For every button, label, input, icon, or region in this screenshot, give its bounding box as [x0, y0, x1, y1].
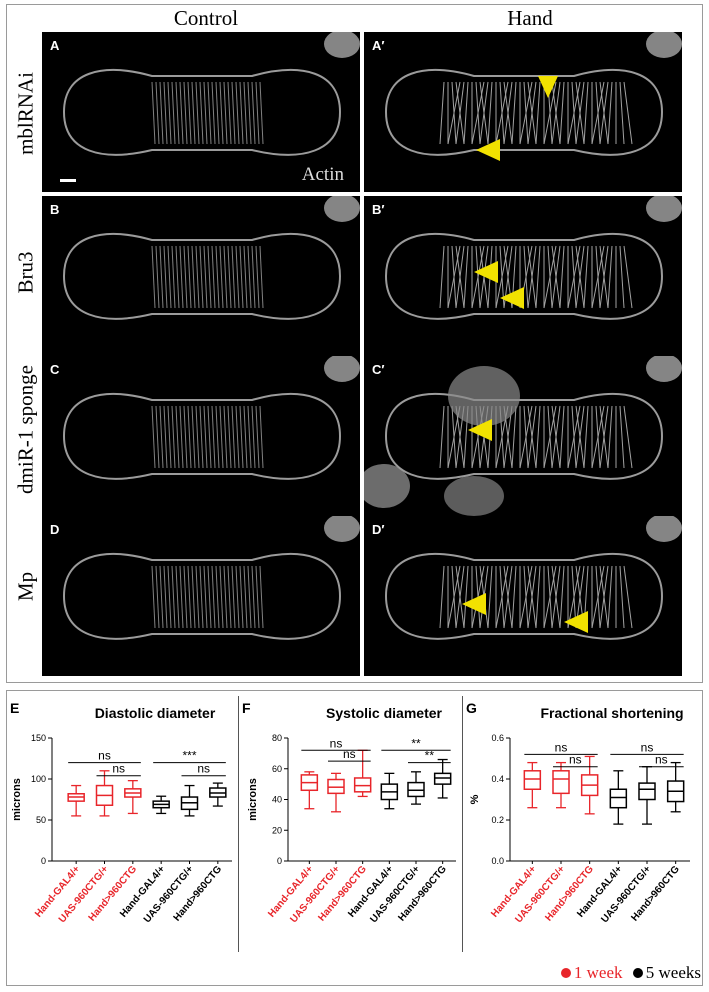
micrograph-panel: C — [42, 356, 360, 516]
significance-label: ns — [343, 747, 356, 761]
y-axis-label: microns — [247, 778, 259, 821]
micrograph-panel: C′ — [364, 356, 682, 516]
y-tick-label: 60 — [272, 764, 282, 774]
column-header-hand: Hand — [507, 6, 553, 30]
significance-label: ns — [569, 753, 582, 767]
box — [638, 782, 656, 801]
legend-dot-1-week — [560, 968, 571, 979]
significance-label: ns — [655, 753, 668, 767]
y-axis-label: microns — [11, 778, 23, 821]
y-tick-label: 40 — [272, 795, 282, 805]
panel-letter: B — [50, 202, 60, 217]
stain-label: Actin — [301, 164, 344, 185]
x-tick-label: UAS-960CTG/+ — [142, 864, 196, 925]
heart-tube-image — [384, 516, 682, 640]
micrograph-panel: D — [42, 516, 360, 676]
arrowhead-marker — [538, 76, 558, 98]
chart-divider — [462, 696, 463, 952]
arrowhead-marker — [474, 261, 498, 283]
significance-label: ns — [330, 736, 343, 750]
y-tick-label: 20 — [272, 825, 282, 835]
arrowhead-marker — [500, 287, 524, 309]
legend-label-5-weeks: 5 weeks — [645, 963, 701, 983]
y-tick-label: 0 — [277, 856, 282, 866]
y-tick-label: 0.0 — [491, 856, 504, 866]
box — [327, 778, 345, 795]
significance-label: ns — [98, 749, 111, 763]
panel-letter: C′ — [372, 362, 385, 377]
heart-tube-image — [62, 32, 360, 156]
heart-tube-image — [62, 356, 360, 480]
legend-label-1-week: 1 week — [573, 963, 623, 983]
significance-label: ** — [425, 749, 435, 763]
micrograph-panel: D′ — [364, 516, 682, 676]
chart-title: Systolic diameter — [326, 705, 442, 721]
heart-tube-image — [384, 32, 682, 161]
scale-bar — [60, 179, 76, 182]
box — [353, 777, 372, 793]
chart-panel-letter: E — [10, 700, 19, 716]
significance-label: ns — [641, 740, 654, 754]
y-tick-label: 0.4 — [491, 774, 504, 784]
box — [552, 770, 570, 795]
column-header-control: Control — [173, 6, 239, 30]
significance-label: ** — [411, 736, 421, 750]
y-tick-label: 100 — [31, 774, 46, 784]
heart-tube-image — [364, 356, 682, 516]
arrowhead-marker — [468, 419, 492, 441]
box — [609, 788, 628, 809]
micrograph-panel: A′ — [364, 32, 682, 192]
box — [523, 770, 542, 790]
panel-letter: D′ — [372, 522, 385, 537]
heart-tube-image — [384, 196, 682, 320]
legend-dot-5-weeks — [632, 968, 643, 979]
panel-letter: B′ — [372, 202, 385, 217]
x-tick-label: Hand>960CTG — [396, 864, 449, 924]
y-tick-label: 150 — [31, 733, 46, 743]
x-tick-label: UAS-960CTG/+ — [57, 864, 111, 925]
arrowhead-marker — [462, 593, 486, 615]
significance-label: ns — [555, 740, 568, 754]
y-tick-label: 0.6 — [491, 733, 504, 743]
chart-title: Fractional shortening — [540, 705, 683, 721]
image-panel-frame — [6, 4, 703, 683]
y-tick-label: 50 — [36, 815, 46, 825]
panel-letter: C — [50, 362, 60, 377]
box — [433, 772, 452, 785]
arrowhead-marker — [476, 139, 500, 161]
panel-letter: A — [50, 38, 60, 53]
box — [407, 781, 425, 798]
y-tick-label: 80 — [272, 733, 282, 743]
y-tick-label: 0 — [41, 856, 46, 866]
micrograph-panel: B — [42, 196, 360, 356]
arrowhead-marker — [564, 611, 588, 633]
significance-label: ns — [197, 762, 210, 776]
chart-title: Diastolic diameter — [95, 705, 216, 721]
significance-label: *** — [182, 749, 196, 763]
micrograph-panel: A Actin — [42, 32, 360, 192]
legend: 1 week 5 weeks — [560, 962, 701, 983]
panel-letter: A′ — [372, 38, 385, 53]
significance-label: ns — [112, 762, 125, 776]
chart-panel-letter: F — [242, 700, 251, 716]
y-axis-label: % — [469, 794, 481, 804]
heart-tube-image — [62, 516, 360, 640]
chart-panel-frame — [6, 690, 703, 986]
panel-letter: D — [50, 522, 60, 537]
heart-tube-image — [62, 196, 360, 320]
chart-panel-letter: G — [466, 700, 477, 716]
micrograph-panel: B′ — [364, 196, 682, 356]
y-tick-label: 0.2 — [491, 815, 504, 825]
chart-divider — [238, 696, 239, 952]
